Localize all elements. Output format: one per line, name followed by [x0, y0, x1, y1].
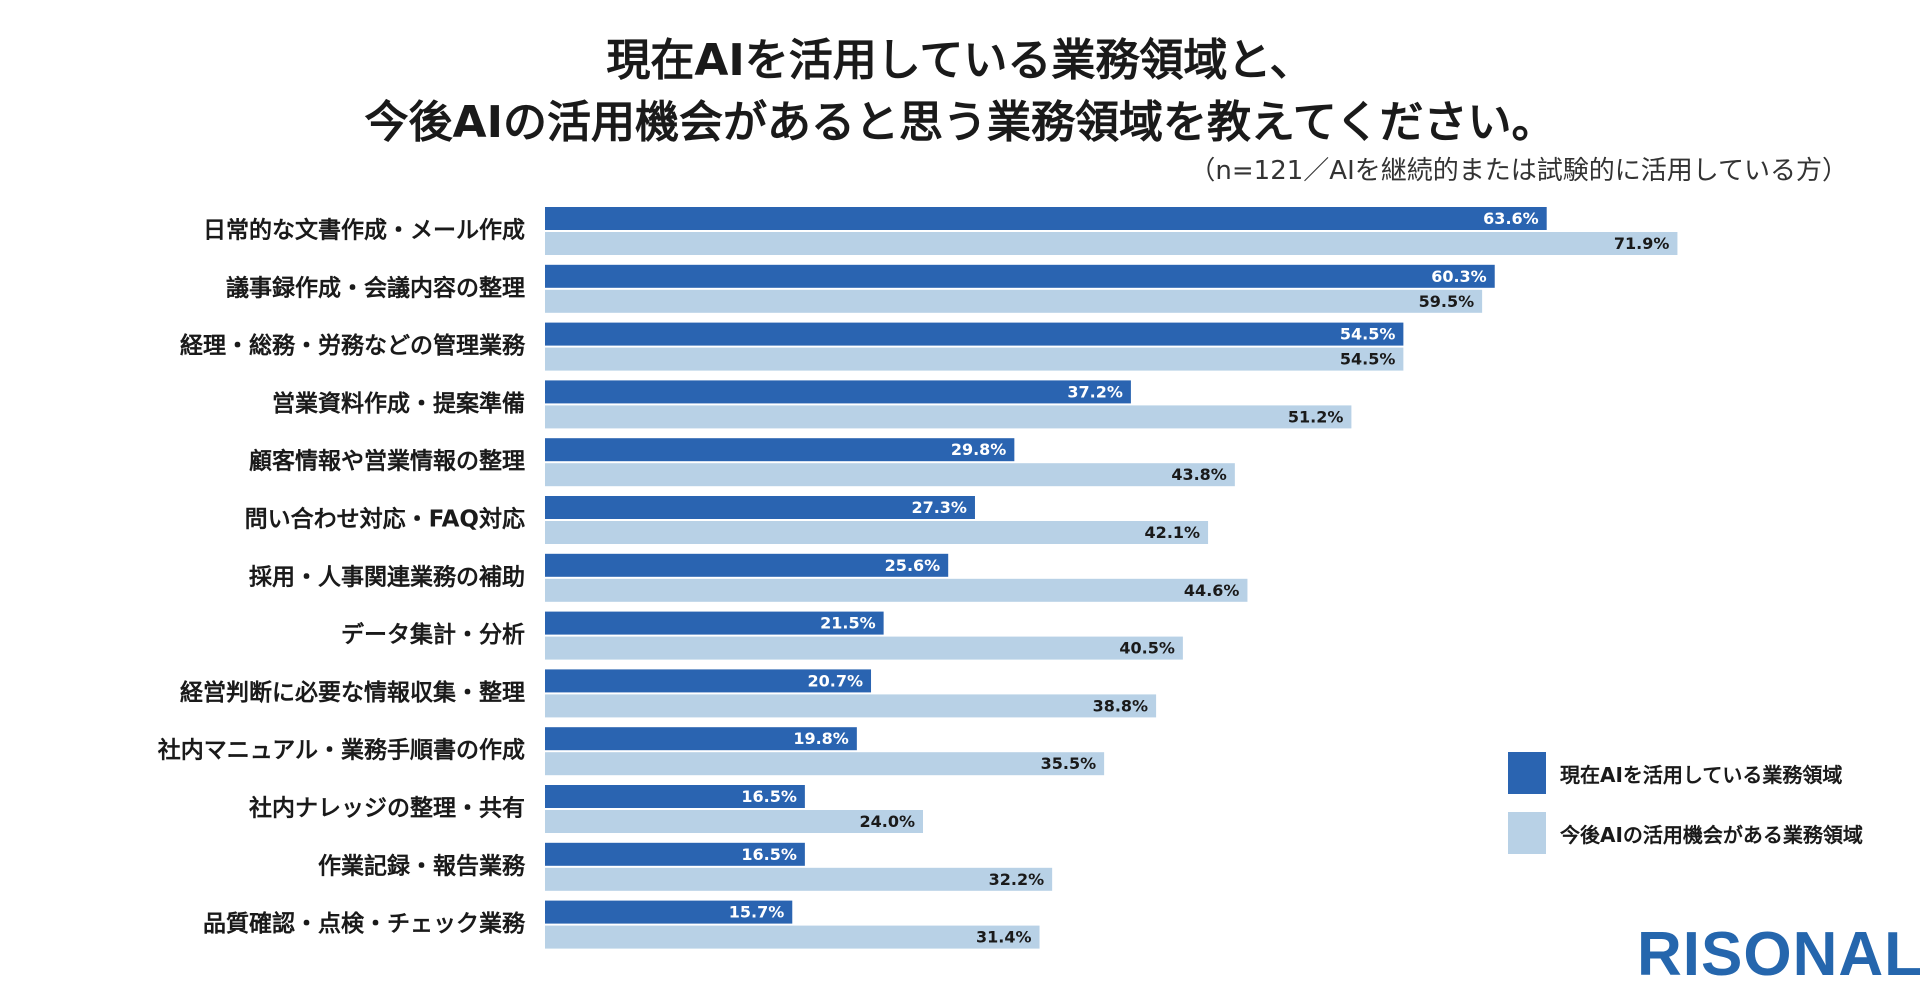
category-row: 品質確認・点検・チェック業務 15.7% 31.4% [203, 900, 1040, 949]
chart-legend: 現在AIを活用している業務領域 今後AIの活用機会がある業務領域 [1508, 752, 1863, 872]
bar-current [545, 785, 805, 808]
category-label: 作業記録・報告業務 [318, 852, 526, 879]
category-row: 作業記録・報告業務 16.5% 32.2% [318, 842, 1053, 891]
chart-subtitle: （n=121／AIを継続的または試験的に活用している方） [1189, 156, 1848, 186]
bar-future [545, 405, 1352, 429]
data-label-future: 31.4% [976, 928, 1032, 947]
data-label-future: 59.5% [1419, 292, 1475, 311]
data-label-current: 60.3% [1431, 267, 1487, 286]
data-label-future: 35.5% [1041, 754, 1097, 773]
data-label-current: 63.6% [1483, 209, 1539, 228]
data-label-current: 54.5% [1340, 325, 1396, 344]
legend-swatch-future [1508, 812, 1546, 854]
data-label-current: 37.2% [1067, 382, 1123, 401]
category-row: 社内マニュアル・業務手順書の作成 19.8% 35.5% [158, 727, 1105, 776]
bar-future [545, 232, 1678, 255]
category-row: データ集計・分析 21.5% 40.5% [341, 611, 1183, 660]
category-row: 営業資料作成・提案準備 37.2% 51.2% [272, 380, 1352, 429]
chart-title-line-1: 現在AIを活用している業務領域と、 [606, 35, 1314, 86]
data-label-current: 29.8% [951, 440, 1007, 459]
category-label: 品質確認・点検・チェック業務 [203, 910, 526, 937]
data-label-current: 19.8% [793, 729, 849, 748]
category-label: 問い合わせ対応・FAQ対応 [245, 506, 525, 533]
bar-current [545, 669, 872, 693]
data-label-current: 16.5% [741, 845, 797, 864]
bar-future [545, 867, 1053, 891]
category-label: 採用・人事関連業務の補助 [249, 563, 525, 590]
category-label: データ集計・分析 [341, 621, 525, 648]
category-row: 経理・総務・労務などの管理業務 54.5% 54.5% [180, 322, 1404, 371]
legend-item-future: 今後AIの活用機会がある業務領域 [1508, 812, 1863, 854]
category-label: 社内マニュアル・業務手順書の作成 [158, 737, 525, 764]
category-row: 社内ナレッジの整理・共有 16.5% 24.0% [249, 785, 923, 833]
category-label: 日常的な文書作成・メール作成 [203, 217, 525, 244]
bar-current [545, 611, 884, 635]
data-label-future: 43.8% [1171, 465, 1227, 484]
category-row: 採用・人事関連業務の補助 25.6% 44.6% [249, 553, 1248, 602]
data-label-future: 32.2% [989, 870, 1045, 889]
bar-current [545, 264, 1495, 288]
bar-future [545, 636, 1183, 660]
category-row: 顧客情報や営業情報の整理 29.8% 43.8% [249, 438, 1235, 487]
chart-title-line-2: 今後AIの活用機会があると思う業務領域を教えてください。 [364, 97, 1556, 148]
bar-future [545, 578, 1248, 602]
category-row: 日常的な文書作成・メール作成 63.6% 71.9% [203, 207, 1678, 255]
data-label-future: 24.0% [859, 812, 915, 831]
bar-future [545, 463, 1235, 487]
category-label: 営業資料作成・提案準備 [272, 390, 525, 417]
data-label-future: 44.6% [1184, 581, 1240, 600]
bar-future [545, 752, 1105, 776]
category-label: 社内ナレッジの整理・共有 [249, 795, 525, 822]
chart-title: 現在AIを活用している業務領域と、 今後AIの活用機会があると思う業務領域を教え… [0, 30, 1920, 154]
bar-current [545, 207, 1547, 230]
bar-current [545, 438, 1015, 462]
data-label-future: 54.5% [1340, 350, 1396, 369]
data-label-current: 21.5% [820, 614, 876, 633]
bar-current [545, 842, 805, 866]
bar-current [545, 380, 1131, 404]
legend-item-current: 現在AIを活用している業務領域 [1508, 752, 1863, 794]
legend-label-current: 現在AIを活用している業務領域 [1560, 762, 1843, 787]
category-row: 経営判断に必要な情報収集・整理 20.7% 38.8% [180, 669, 1157, 718]
bar-future [545, 925, 1040, 949]
bar-current [545, 900, 793, 924]
data-label-current: 25.6% [885, 556, 941, 575]
category-label: 議事録作成・会議内容の整理 [226, 274, 525, 301]
bar-future [545, 810, 923, 833]
bar-future [545, 521, 1209, 544]
category-label: 経営判断に必要な情報収集・整理 [180, 679, 525, 706]
legend-swatch-current [1508, 752, 1546, 794]
data-label-current: 20.7% [808, 671, 864, 690]
data-label-current: 27.3% [911, 498, 967, 517]
data-label-future: 38.8% [1093, 696, 1149, 715]
bar-current [545, 496, 975, 519]
category-label: 顧客情報や営業情報の整理 [249, 448, 525, 475]
data-label-future: 71.9% [1614, 234, 1670, 253]
data-label-current: 16.5% [741, 787, 797, 806]
bar-current [545, 322, 1404, 346]
bar-future [545, 347, 1404, 371]
bar-future [545, 289, 1483, 313]
data-label-future: 40.5% [1119, 639, 1175, 658]
data-label-current: 15.7% [729, 903, 785, 922]
bar-current [545, 727, 857, 751]
category-label: 経理・総務・労務などの管理業務 [180, 332, 526, 359]
bar-current [545, 553, 949, 577]
risonal-logo: RISONAL [1637, 920, 1920, 989]
category-row: 問い合わせ対応・FAQ対応 27.3% 42.1% [245, 496, 1209, 544]
data-label-future: 42.1% [1145, 523, 1201, 542]
data-label-future: 51.2% [1288, 407, 1344, 426]
category-row: 議事録作成・会議内容の整理 60.3% 59.5% [226, 264, 1495, 313]
bar-future [545, 694, 1157, 718]
legend-label-future: 今後AIの活用機会がある業務領域 [1560, 822, 1863, 847]
